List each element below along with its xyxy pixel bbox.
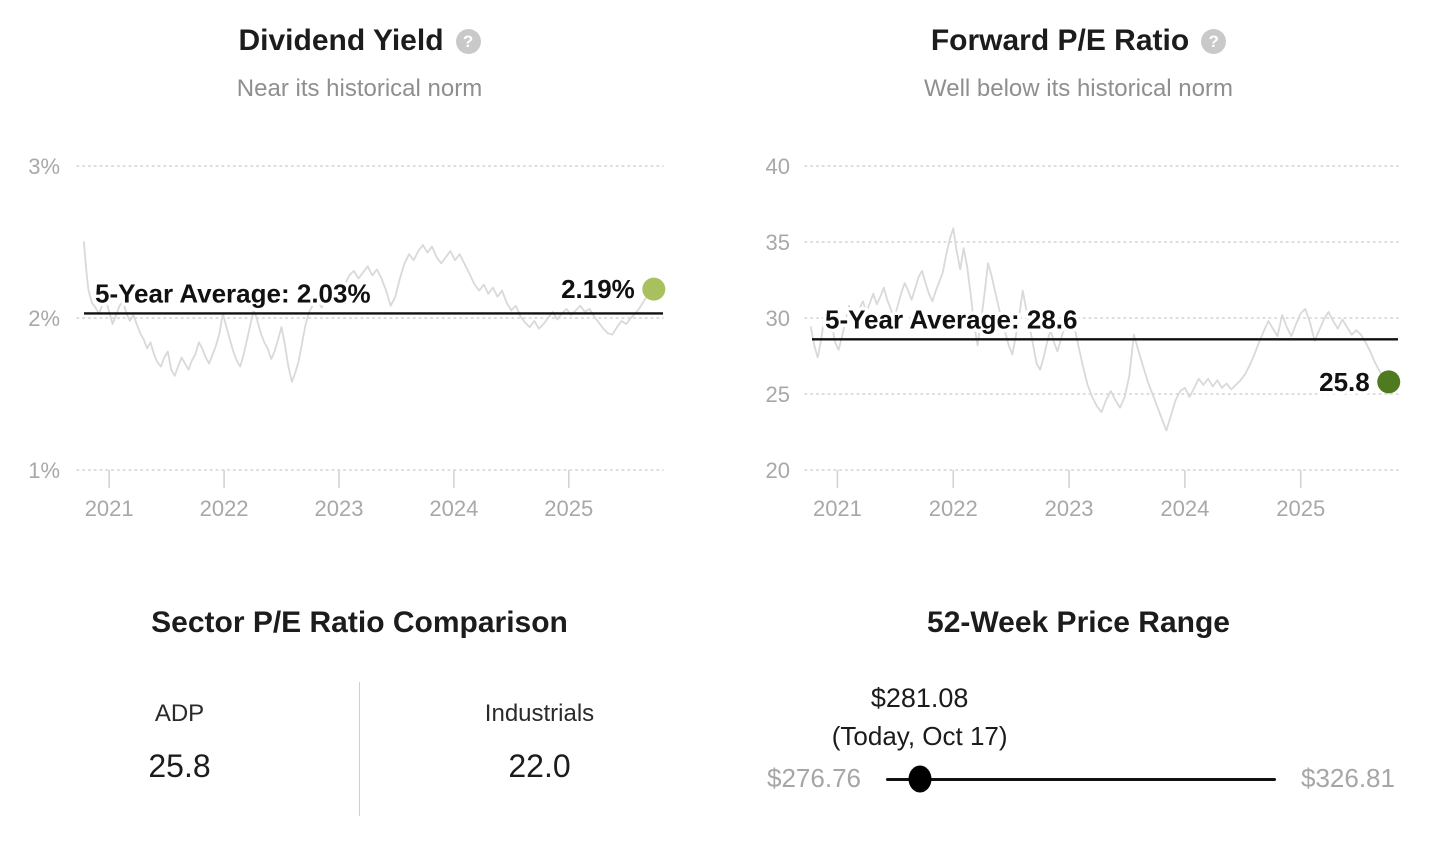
y-axis-label: 3% xyxy=(28,154,60,179)
comparison-label: ADP xyxy=(154,700,205,727)
sector-pe-comparison-panel: Sector P/E Ratio Comparison ADP 25.8 Ind… xyxy=(0,540,719,846)
dividend-yield-header: Dividend Yield ? Near its historical nor… xyxy=(0,0,719,104)
x-axis-label: 2021 xyxy=(85,496,134,521)
x-axis-label: 2025 xyxy=(544,496,593,521)
forward-pe-title: Forward P/E Ratio ? xyxy=(930,22,1227,60)
help-icon[interactable]: ? xyxy=(1201,28,1227,54)
today-label: $281.08 (Today, Oct 17) xyxy=(832,679,1008,755)
average-label: 5-Year Average: 28.6 xyxy=(825,304,1077,334)
sector-comparison-title: Sector P/E Ratio Comparison xyxy=(151,606,568,639)
help-icon[interactable]: ? xyxy=(455,28,481,54)
x-axis-label: 2021 xyxy=(813,496,862,521)
forward-pe-chart: 40 35 30 25 20 2021 2022 2023 2024 2025 5-Year Ave… xyxy=(766,154,1401,521)
y-axis-label: 40 xyxy=(766,154,790,179)
current-value-dot xyxy=(1377,370,1401,394)
x-axis-label: 2022 xyxy=(929,496,978,521)
comparison-value: 22.0 xyxy=(508,748,571,784)
forward-pe-panel: Forward P/E Ratio ? Well below its histo… xyxy=(719,0,1438,540)
y-axis-label: 35 xyxy=(766,230,790,255)
charts-row: Dividend Yield ? Near its historical nor… xyxy=(0,0,1438,540)
stats-row: Sector P/E Ratio Comparison ADP 25.8 Ind… xyxy=(0,540,1438,846)
forward-pe-subtitle: Well below its historical norm xyxy=(924,75,1233,102)
current-value-label: 25.8 xyxy=(1319,367,1370,397)
x-axis-label: 2023 xyxy=(1045,496,1094,521)
sector-comparison-table: ADP 25.8 Industrials 22.0 xyxy=(0,682,719,816)
x-axis-label: 2025 xyxy=(1276,496,1325,521)
today-note: (Today, Oct 17) xyxy=(831,720,1008,751)
range-low-label: $276.76 xyxy=(767,763,861,793)
dividend-yield-panel: Dividend Yield ? Near its historical nor… xyxy=(0,0,719,540)
x-axis-label: 2024 xyxy=(1160,496,1209,521)
series-line xyxy=(809,227,1390,432)
dividend-yield-chart: 3% 2% 1% 2021 2022 2023 2024 2025 5-Year Average… xyxy=(28,154,666,521)
question-mark-glyph: ? xyxy=(462,31,474,51)
dividend-yield-title: Dividend Yield ? xyxy=(238,22,481,60)
y-axis-label: 20 xyxy=(766,458,790,483)
price-range-knob xyxy=(908,765,932,792)
y-axis-label: 30 xyxy=(766,306,790,331)
forward-pe-title-text: Forward P/E Ratio xyxy=(930,24,1190,57)
comparison-label: Industrials xyxy=(484,700,595,727)
x-axis-label: 2022 xyxy=(200,496,249,521)
price-range-row: $276.76 $281.08 (Today, Oct 17) $326.81 xyxy=(719,683,1438,794)
comparison-value: 25.8 xyxy=(148,748,211,784)
question-mark-glyph: ? xyxy=(1208,31,1219,51)
current-value-dot xyxy=(642,277,666,301)
today-price: $281.08 xyxy=(870,682,969,713)
y-axis-label: 1% xyxy=(28,458,60,483)
range-high-label: $326.81 xyxy=(1300,763,1395,793)
dividend-yield-title-text: Dividend Yield xyxy=(238,24,444,57)
price-range-panel: 52-Week Price Range $276.76 $281.08 (Tod… xyxy=(719,540,1438,846)
comparison-column-adp: ADP 25.8 xyxy=(0,682,359,816)
range-line xyxy=(885,777,1276,781)
series-line xyxy=(83,241,655,383)
dividend-yield-subtitle: Near its historical norm xyxy=(236,75,483,102)
price-range-track: $281.08 (Today, Oct 17) xyxy=(832,683,1276,793)
current-value-label: 2.19% xyxy=(561,274,635,304)
y-axis-label: 2% xyxy=(28,306,60,331)
price-range-title: 52-Week Price Range xyxy=(927,606,1230,639)
x-axis-label: 2023 xyxy=(314,496,363,521)
average-label: 5-Year Average: 2.03% xyxy=(95,278,371,308)
x-axis-label: 2024 xyxy=(429,496,478,521)
y-axis-label: 25 xyxy=(766,382,790,407)
divider xyxy=(359,682,360,816)
comparison-column-industrials: Industrials 22.0 xyxy=(360,682,719,816)
forward-pe-header: Forward P/E Ratio ? Well below its histo… xyxy=(719,0,1438,104)
